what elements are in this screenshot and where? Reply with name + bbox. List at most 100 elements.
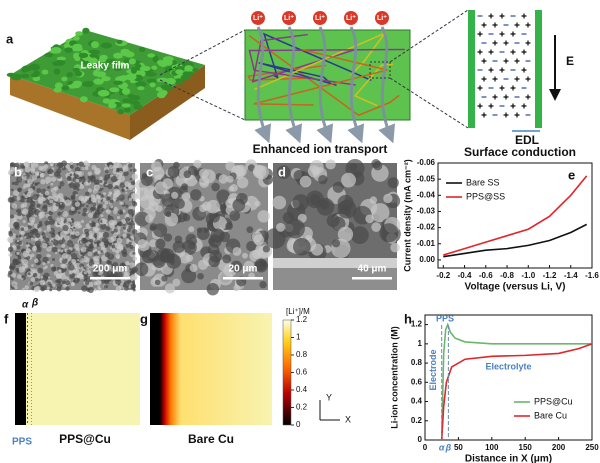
- sem-grain: [21, 275, 25, 279]
- sem-grain: [32, 194, 39, 201]
- ion-path: [285, 26, 303, 144]
- y-tick-label: -0.06: [417, 158, 436, 167]
- film-grain: [101, 76, 111, 82]
- sem-grain: [50, 187, 57, 194]
- film-grain: [127, 94, 136, 99]
- panel-label: g: [140, 311, 148, 326]
- panel-label: f: [4, 311, 9, 326]
- sem-grain: [56, 217, 60, 222]
- sem-grain: [27, 194, 31, 198]
- plus-sign: [503, 40, 509, 46]
- scale-label: 200 μm: [93, 264, 128, 275]
- sem-grain: [64, 199, 72, 206]
- sem-grain: [285, 218, 305, 239]
- x-tick-label: 0: [423, 443, 428, 452]
- sem-grain: [112, 210, 117, 215]
- sem-grain: [350, 226, 369, 245]
- sem-grain: [199, 175, 210, 186]
- sem-grain: [68, 264, 75, 271]
- film-grain: [53, 87, 62, 93]
- sem-grain: [141, 249, 156, 264]
- sem-grain: [293, 237, 311, 256]
- plus-sign: [525, 22, 531, 28]
- sem-grain: [60, 263, 65, 269]
- sem-grain: [30, 277, 36, 282]
- pps-label: PPS: [12, 437, 32, 448]
- film-grain: [78, 52, 89, 59]
- sem-grain: [242, 252, 248, 259]
- y-tick-label: -0.02: [417, 223, 436, 232]
- sem-grain: [28, 206, 34, 212]
- sem-grain: [40, 238, 44, 242]
- scale-bar: [223, 277, 263, 280]
- sem-grain: [57, 249, 61, 253]
- sem-grain: [307, 165, 321, 178]
- legend-label: Bare Cu: [534, 410, 567, 420]
- film-grain: [152, 55, 159, 63]
- sem-grain: [100, 223, 107, 230]
- sem-grain: [100, 241, 105, 246]
- sem-grain: [86, 264, 89, 267]
- sem-grain: [57, 192, 64, 199]
- panel-label: e: [568, 167, 575, 182]
- film-grain: [121, 103, 131, 108]
- plus-sign: [510, 49, 516, 55]
- sem-grain: [52, 258, 56, 262]
- sem-grain: [22, 193, 25, 196]
- caption: Surface conduction: [464, 145, 576, 159]
- sem-grain: [309, 194, 321, 206]
- film-grain: [173, 78, 184, 85]
- film-grain: [56, 56, 66, 61]
- ion: [344, 11, 358, 25]
- sem-grain: [310, 243, 324, 256]
- series-line: [443, 175, 588, 256]
- sem-grain: [60, 249, 64, 253]
- film-grain: [151, 65, 158, 70]
- film-grain: [135, 81, 147, 88]
- sem-grain: [199, 204, 207, 213]
- sem-grain: [99, 176, 103, 181]
- x-tick-label: -0.8: [500, 271, 514, 280]
- x-tick-label: -1.2: [543, 271, 557, 280]
- film-grain: [130, 100, 141, 105]
- film-grain: [100, 65, 111, 71]
- beta: β: [31, 298, 38, 309]
- sem-grain: [255, 245, 264, 254]
- y-axis-label: Current density (mA cm⁻²): [402, 159, 412, 271]
- y-tick-label: 0.00: [419, 255, 435, 264]
- sem-grain: [87, 171, 93, 176]
- sem-grain: [69, 161, 74, 165]
- sem-grain: [230, 260, 243, 273]
- sem-grain: [44, 265, 48, 269]
- sem-grain: [92, 270, 99, 277]
- sem-grain: [92, 188, 98, 194]
- sem-grain: [232, 198, 246, 212]
- sem-grain: [20, 227, 25, 232]
- sem-grain: [104, 279, 110, 285]
- plus-sign: [514, 76, 520, 82]
- sem-grain: [225, 161, 236, 171]
- sem-grain: [51, 283, 56, 287]
- sem-grain: [181, 268, 197, 284]
- sem-grain: [57, 211, 62, 216]
- plus-sign: [477, 103, 483, 109]
- sem-grain: [316, 197, 335, 216]
- sem-grain: [90, 194, 96, 199]
- sem-grain: [108, 236, 115, 243]
- film-grain: [139, 65, 151, 72]
- colorbar-tick-label: 0.2: [296, 403, 308, 412]
- sem-grain: [109, 192, 113, 195]
- sem-grain: [114, 190, 121, 196]
- plus-sign: [503, 58, 509, 64]
- sem-grain: [118, 175, 126, 182]
- sem-grain: [30, 268, 33, 271]
- sem-grain: [208, 255, 220, 268]
- sem-grain: [236, 176, 249, 189]
- sem-grain: [370, 203, 390, 223]
- sem-grain: [189, 264, 198, 273]
- sem-grain: [155, 238, 166, 249]
- sem-grain: [100, 244, 106, 250]
- sem-grain: [94, 265, 99, 271]
- annotation: Electrolyte: [485, 361, 531, 371]
